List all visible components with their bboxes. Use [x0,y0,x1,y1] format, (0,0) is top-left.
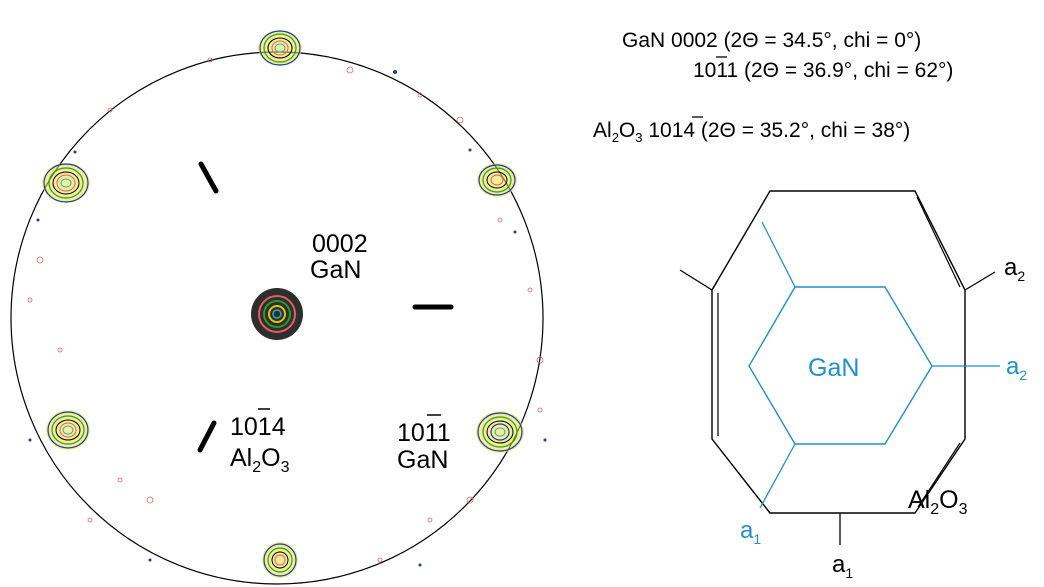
pole-figure: 0002 GaN 1014 Al2O3 1011 GaN [10,30,547,585]
gan-label-1011: 1011 [397,419,451,447]
al2o3-axis-upper-left [679,269,713,291]
legend-line-3: Al2O3 1014 (2Θ = 35.2°, chi = 38°) [593,119,910,145]
gan-hexagon [748,286,933,445]
legend-line-2: 1011 (2Θ = 36.9°, chi = 62°) [693,59,953,82]
al2o3-hexagon-double-edge-bottom [917,442,961,508]
gan-a1-axis [759,443,796,509]
background-noise-dark [28,70,547,567]
al2o3-hexagon [711,190,966,514]
al2o3-a2-axis [964,271,996,291]
al2o3-hexagon-double-edge-top [916,196,961,288]
hex-a2-black-label: a2 [1004,254,1025,284]
hex-a1-black-label: a1 [832,551,853,581]
legend: GaN 0002 (2Θ = 34.5°, chi = 0°) 1011 (2Θ… [593,29,953,145]
gan-1011-spot-top [258,30,302,66]
al2o3-label-formula: Al2O3 [230,444,290,476]
al2o3-label-1014: 1014 [230,413,286,441]
gan-label-gan: GaN [397,446,448,474]
legend-line-1: GaN 0002 (2Θ = 34.5°, chi = 0°) [622,29,921,52]
hex-a1-blue-label: a1 [740,517,761,547]
gan-0002-spot-center [251,288,303,340]
gan-1011-spot-bottom [262,542,298,578]
hex-a2-blue-label: a2 [1006,353,1027,383]
hex-al2o3-label: Al2O3 [908,486,968,518]
al2o3-1014-streak-lower [197,420,217,453]
gan-1011-spot-lower-right [476,411,524,453]
hex-gan-label: GaN [808,354,859,382]
gan-1011-spot-lower-left [46,410,90,450]
gan-1011-spot-upper-left [42,163,90,203]
gan-axis-upper [761,221,796,288]
center-label-0002: 0002 [312,230,368,258]
al2o3-1014-streak-upper [198,161,219,194]
center-label-gan: GaN [310,256,361,284]
gan-1011-spot-upper-right [477,163,517,197]
background-noise [27,57,544,563]
hex-diagram: GaN Al2O3 a2 a2 a1 a1 [679,190,1027,581]
